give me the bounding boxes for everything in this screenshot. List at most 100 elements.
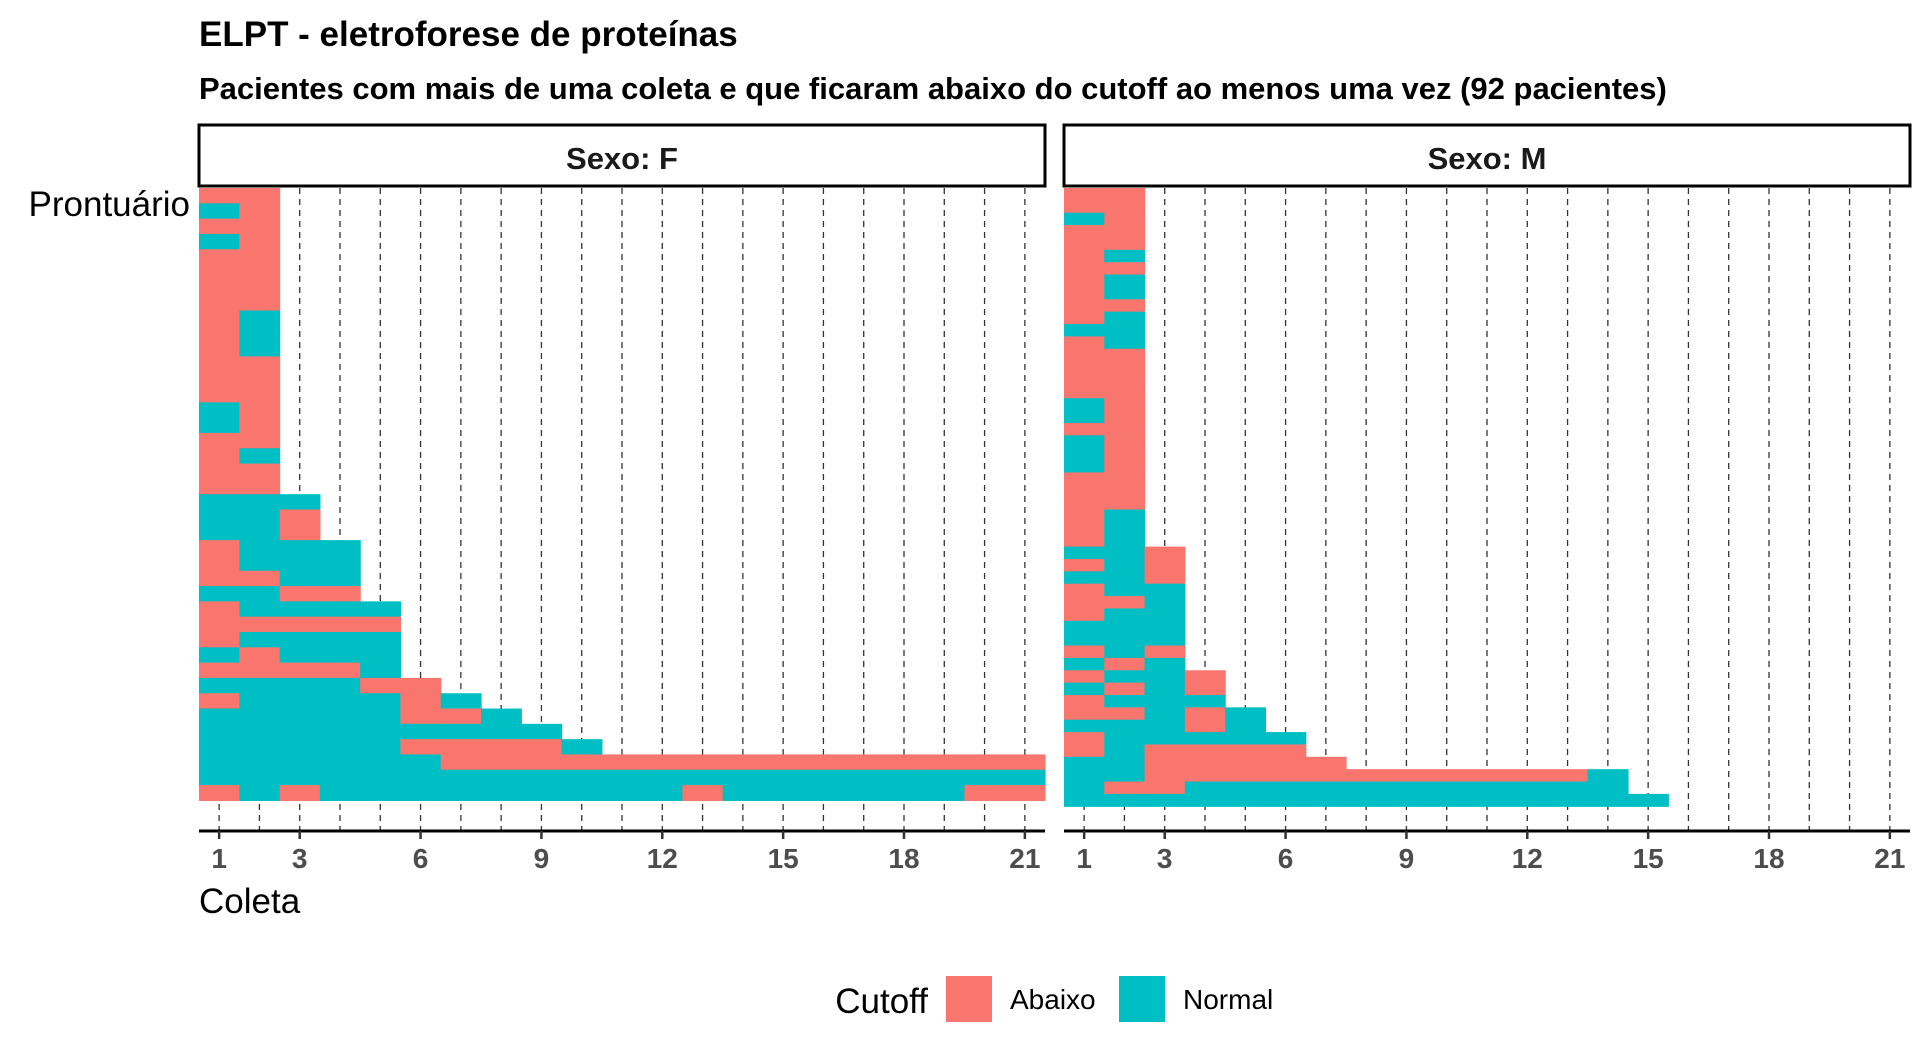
tile [1104,756,1146,770]
tile [440,693,482,710]
tile [279,540,321,557]
tile [239,188,281,204]
tile [1184,756,1226,770]
panel-sexo-m: Sexo: M 1 3 6 9 12 15 18 21 [1062,123,1912,874]
tile [319,631,361,648]
tile [1064,361,1105,375]
tile [239,448,281,465]
tile [1184,694,1226,708]
tile [1104,311,1146,325]
tile [1064,497,1105,511]
tile [239,463,281,480]
tile [279,769,321,786]
tile [199,417,240,434]
tile [1104,793,1146,807]
tile [1064,422,1105,436]
tile [1104,237,1146,251]
tile [239,677,281,694]
tile [1064,274,1105,288]
x-tick-label: 15 [1633,843,1664,874]
tile [199,677,240,694]
tile [1426,781,1468,795]
tile [239,524,281,541]
tile [1104,361,1146,375]
tile [1265,732,1307,746]
tile [319,693,361,710]
tile [239,739,281,756]
tile [239,494,281,511]
tile [199,754,240,771]
tile [1104,447,1146,461]
tile [360,601,402,618]
tile [1064,682,1105,696]
tile [1064,373,1105,387]
x-tick-label: 18 [888,843,919,874]
tile [440,723,482,740]
chart-title: ELPT - eletroforese de proteínas [199,15,738,54]
x-tick-label: 18 [1753,843,1784,874]
tile [239,218,281,235]
tile [1064,249,1105,263]
tile [1144,694,1186,708]
tile [1004,754,1046,771]
tile [199,540,240,557]
tile [319,616,361,633]
tile [763,769,804,786]
tile [1305,781,1347,795]
y-axis-title: Prontuário [29,185,190,224]
tile [1104,373,1146,387]
x-tick-label: 9 [534,843,550,874]
tile [1104,620,1146,634]
tile [481,739,522,756]
tile [199,341,240,358]
tile [239,555,281,572]
tile [1144,608,1186,622]
tile [360,754,402,771]
tile [1064,398,1105,412]
tile [199,693,240,710]
tile [1346,793,1387,807]
tile [1225,707,1267,721]
legend-label-normal: Normal [1183,984,1273,1015]
tile [400,739,442,756]
tile [1507,793,1549,807]
tile [239,341,281,358]
tile [239,708,281,725]
tile [319,586,361,602]
tile [239,478,281,495]
tile [360,662,402,679]
tiles-f [199,188,1046,801]
tile [1305,769,1347,783]
tile [199,494,240,511]
tile [1104,200,1146,214]
tile [199,555,240,572]
tile [440,739,482,756]
tile [1144,756,1186,770]
tile [360,693,402,710]
tile [1265,793,1307,807]
tile [279,693,321,710]
tile [199,188,240,204]
tile [1064,299,1105,313]
tile [763,754,804,771]
tile [1064,596,1105,610]
tile [1064,694,1105,708]
tile [199,387,240,403]
tile [239,310,281,327]
x-tick-label: 21 [1009,843,1040,874]
tile [1184,732,1226,746]
tile [1104,596,1146,610]
tile [360,631,402,648]
tile [239,616,281,633]
tile [561,769,603,786]
tile [239,387,281,403]
x-tick-label: 15 [768,843,799,874]
x-tick-label: 1 [1076,843,1092,874]
tile [319,723,361,740]
tile [1104,286,1146,300]
tile [199,616,240,633]
tile [1466,781,1508,795]
tile [1386,793,1428,807]
tile [924,785,966,801]
tile [1104,212,1146,226]
